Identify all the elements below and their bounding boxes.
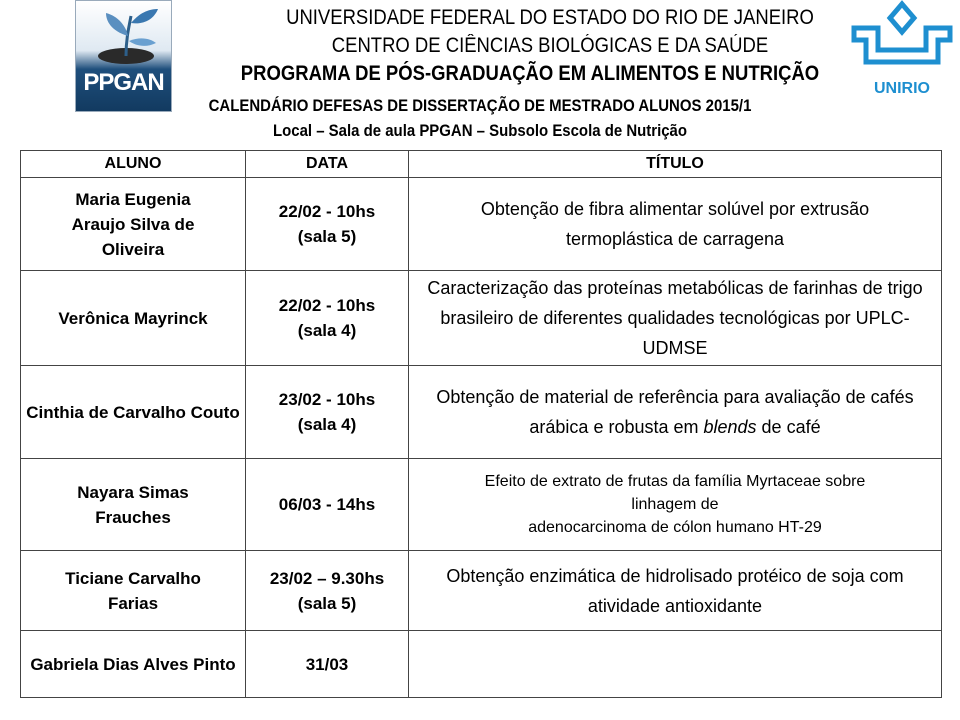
thesis-title: Efeito de extrato de frutas da família M…	[408, 458, 942, 551]
thesis-title: Obtenção enzimática de hidrolisado proté…	[408, 550, 942, 631]
unirio-emblem-icon	[851, 0, 953, 65]
defense-date: 06/03 - 14hs	[245, 458, 409, 551]
header-data: DATA	[245, 150, 409, 178]
student-name: Gabriela Dias Alves Pinto	[20, 630, 246, 698]
table-row: Gabriela Dias Alves Pinto 31/03	[20, 630, 942, 698]
defense-date: 22/02 - 10hs (sala 5)	[245, 177, 409, 271]
thesis-title: Obtenção de material de referência para …	[408, 365, 942, 459]
location: Local – Sala de aula PPGAN – Subsolo Esc…	[272, 121, 688, 140]
thesis-title	[408, 630, 942, 698]
program-name: PROGRAMA DE PÓS-GRADUAÇÃO EM ALIMENTOS E…	[240, 62, 820, 85]
defense-date: 22/02 - 10hs (sala 4)	[245, 270, 409, 366]
header-titulo: TÍTULO	[408, 150, 942, 178]
table-row: Nayara Simas Frauches 06/03 - 14hs Efeit…	[20, 458, 942, 551]
student-name: Ticiane Carvalho Farias	[20, 550, 246, 631]
thesis-title: Obtenção de fibra alimentar solúvel por …	[408, 177, 942, 271]
university-name: UNIVERSIDADE FEDERAL DO ESTADO DO RIO DE…	[286, 6, 814, 29]
defense-date: 23/02 – 9.30hs (sala 5)	[245, 550, 409, 631]
table-row: Verônica Mayrinck 22/02 - 10hs (sala 4) C…	[20, 270, 942, 366]
table-header-row: ALUNO DATA TÍTULO	[20, 150, 942, 178]
center-name: CENTRO DE CIÊNCIAS BIOLÓGICAS E DA SAÚDE	[331, 34, 769, 57]
header-aluno: ALUNO	[20, 150, 246, 178]
calendar-title: CALENDÁRIO DEFESAS DE DISSERTAÇÃO DE MES…	[208, 96, 752, 115]
thesis-title: Caracterização das proteínas metabólicas…	[408, 270, 942, 366]
defense-date: 23/02 - 10hs (sala 4)	[245, 365, 409, 459]
student-name: Cinthia de Carvalho Couto	[20, 365, 246, 459]
unirio-logo: UNIRIO	[848, 0, 956, 100]
plant-icon	[98, 9, 158, 64]
ppgan-logo: PPGAN	[75, 0, 172, 112]
defense-schedule-table: ALUNO DATA TÍTULO Maria Eugenia Araujo S…	[20, 150, 942, 698]
table-row: Ticiane Carvalho Farias 23/02 – 9.30hs (s…	[20, 550, 942, 631]
student-name: Maria Eugenia Araujo Silva de Oliveira	[20, 177, 246, 271]
table-row: Cinthia de Carvalho Couto 23/02 - 10hs (s…	[20, 365, 942, 459]
table-row: Maria Eugenia Araujo Silva de Oliveira 2…	[20, 177, 942, 271]
student-name: Nayara Simas Frauches	[20, 458, 246, 551]
defense-date: 31/03	[245, 630, 409, 698]
student-name: Verônica Mayrinck	[20, 270, 246, 366]
